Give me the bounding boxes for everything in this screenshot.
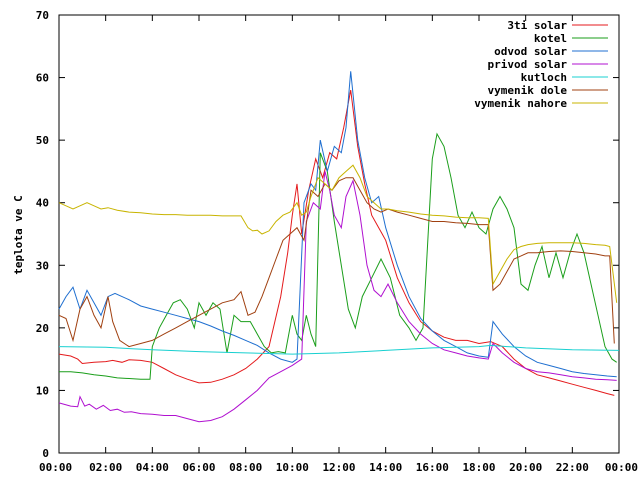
x-tick-label: 02:00 bbox=[89, 461, 122, 474]
x-tick-label: 00:00 bbox=[605, 461, 638, 474]
x-tick-label: 08:00 bbox=[229, 461, 262, 474]
legend-label: privod solar bbox=[488, 58, 568, 71]
series-line-7 bbox=[58, 164, 618, 303]
x-tick-label: 14:00 bbox=[369, 461, 402, 474]
x-tick-label: 12:00 bbox=[322, 461, 355, 474]
y-tick-label: 30 bbox=[36, 259, 49, 272]
series-lines bbox=[58, 71, 620, 423]
series-line-5 bbox=[58, 344, 620, 355]
legend-label: 3ti solar bbox=[507, 19, 567, 32]
x-tick-label: 10:00 bbox=[276, 461, 309, 474]
y-tick-label: 40 bbox=[36, 197, 49, 210]
y-axis-title: teplota ve C bbox=[12, 195, 25, 274]
x-tick-label: 04:00 bbox=[136, 461, 169, 474]
legend-label: odvod solar bbox=[494, 45, 567, 58]
legend-label: vymenik dole bbox=[488, 84, 568, 97]
x-tick-label: 20:00 bbox=[509, 461, 542, 474]
x-tick-labels: 00:00 02:00 04:00 06:00 08:00 10:00 12:00 14:00… bbox=[39, 461, 638, 474]
x-tick-label: 06:00 bbox=[182, 461, 215, 474]
axis-ticks bbox=[58, 14, 620, 454]
y-tick-label: 70 bbox=[36, 9, 49, 22]
legend-label: kotel bbox=[534, 32, 567, 45]
series-line-6 bbox=[58, 177, 615, 348]
x-tick-label: 00:00 bbox=[39, 461, 72, 474]
y-tick-label: 10 bbox=[36, 384, 49, 397]
x-tick-label: 16:00 bbox=[416, 461, 449, 474]
y-tick-label: 50 bbox=[36, 134, 49, 147]
y-tick-label: 60 bbox=[36, 72, 49, 85]
x-tick-label: 22:00 bbox=[556, 461, 589, 474]
series-line-4 bbox=[58, 171, 617, 423]
x-tick-label: 18:00 bbox=[462, 461, 495, 474]
y-tick-label: 20 bbox=[36, 322, 49, 335]
series-line-3 bbox=[58, 71, 617, 378]
legend-label: vymenik nahore bbox=[474, 97, 567, 110]
series-line-2 bbox=[59, 132, 617, 380]
y-tick-label: 0 bbox=[42, 447, 49, 460]
y-tick-labels: 0 10 20 30 40 50 60 70 bbox=[36, 9, 49, 460]
legend-label: kutloch bbox=[521, 71, 567, 84]
